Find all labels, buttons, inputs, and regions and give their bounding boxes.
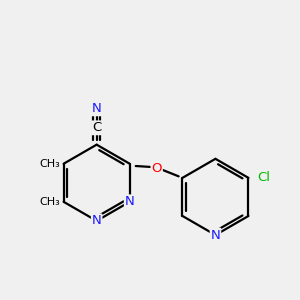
Text: O: O bbox=[152, 162, 162, 175]
Text: N: N bbox=[92, 214, 101, 227]
Text: CH₃: CH₃ bbox=[39, 197, 60, 207]
Text: N: N bbox=[92, 102, 101, 115]
Text: CH₃: CH₃ bbox=[39, 159, 60, 169]
Text: N: N bbox=[125, 195, 134, 208]
Text: C: C bbox=[92, 121, 101, 134]
Text: Cl: Cl bbox=[258, 171, 271, 184]
Text: N: N bbox=[211, 229, 220, 242]
